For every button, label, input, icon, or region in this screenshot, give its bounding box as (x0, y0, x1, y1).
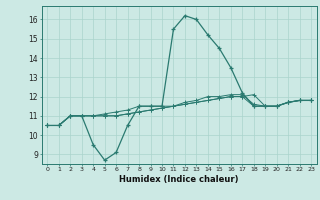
X-axis label: Humidex (Indice chaleur): Humidex (Indice chaleur) (119, 175, 239, 184)
